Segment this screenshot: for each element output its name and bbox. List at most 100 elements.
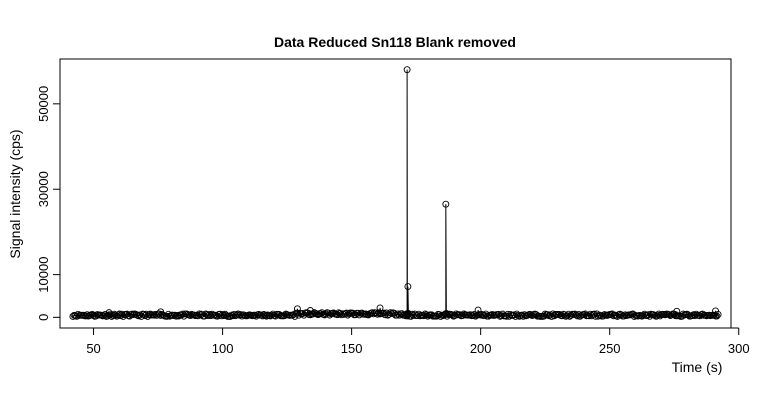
data-point <box>220 312 228 320</box>
data-point <box>230 310 238 318</box>
data-point <box>261 312 269 319</box>
data-point <box>345 310 353 318</box>
data-point <box>504 310 512 318</box>
data-point <box>171 311 179 319</box>
series-line <box>72 69 719 318</box>
x-tick-label: 250 <box>599 341 621 356</box>
y-tick-label: 0 <box>36 314 51 321</box>
data-point <box>651 312 659 319</box>
data-point <box>549 310 557 318</box>
x-tick-label: 150 <box>341 341 363 356</box>
data-point <box>336 310 344 317</box>
data-point <box>487 311 495 319</box>
data-point <box>146 310 154 318</box>
data-point <box>403 66 411 74</box>
data-point <box>313 310 321 318</box>
y-axis-label: Signal intensity (cps) <box>7 129 23 258</box>
data-point <box>115 310 123 318</box>
data-point <box>691 312 699 320</box>
data-point <box>521 311 528 319</box>
data-point <box>216 310 224 318</box>
data-point <box>690 311 698 319</box>
data-point <box>309 310 317 318</box>
data-series <box>69 66 722 320</box>
data-point <box>186 312 194 319</box>
data-point <box>172 312 180 320</box>
data-point <box>644 311 652 319</box>
data-point <box>620 312 628 320</box>
data-point <box>145 311 153 319</box>
y-axis: 0 10000 30000 50000 <box>36 86 61 321</box>
plot-frame <box>59 58 732 329</box>
data-point <box>713 312 721 320</box>
data-point <box>234 310 242 318</box>
data-point <box>375 309 383 317</box>
x-tick-label: 50 <box>86 341 100 356</box>
data-point <box>665 311 673 319</box>
data-point <box>610 312 618 320</box>
data-point <box>544 311 552 319</box>
data-point <box>714 311 722 318</box>
data-point <box>112 311 119 319</box>
data-point <box>109 312 117 319</box>
data-point <box>255 310 263 318</box>
data-point <box>527 311 535 319</box>
data-point <box>130 311 138 319</box>
data-point <box>259 312 267 320</box>
data-point <box>661 311 669 319</box>
data-point <box>654 311 661 319</box>
data-point <box>597 311 605 319</box>
data-point <box>688 312 696 319</box>
data-point <box>140 310 148 318</box>
x-tick-label: 100 <box>212 341 234 356</box>
data-point <box>410 311 418 319</box>
data-point <box>296 309 304 317</box>
data-point <box>368 309 376 317</box>
data-point <box>206 310 214 318</box>
x-tick-label: 200 <box>470 341 492 356</box>
x-axis-label: Time (s) <box>672 359 723 375</box>
y-tick-label: 50000 <box>36 86 51 122</box>
data-point <box>354 309 362 317</box>
data-point <box>204 312 212 320</box>
data-point <box>251 311 259 319</box>
data-point <box>135 312 143 320</box>
data-point <box>293 309 301 317</box>
data-point <box>442 200 450 208</box>
y-tick-label: 30000 <box>36 171 51 207</box>
data-point <box>668 311 676 319</box>
chart-title: Data Reduced Sn118 Blank removed <box>274 34 516 50</box>
data-point <box>451 311 459 319</box>
data-point <box>373 310 381 318</box>
data-point <box>679 310 687 318</box>
data-point <box>545 312 553 320</box>
data-point <box>150 311 158 319</box>
data-point <box>163 312 171 320</box>
data-point <box>268 311 276 319</box>
data-point <box>408 310 416 318</box>
data-point <box>423 311 430 319</box>
data-point <box>655 310 663 318</box>
data-point <box>237 311 245 318</box>
data-point <box>217 312 225 320</box>
data-point <box>413 312 421 320</box>
data-point <box>233 311 241 319</box>
data-point <box>157 311 165 319</box>
x-tick-label: 300 <box>728 341 750 356</box>
data-point <box>448 311 456 319</box>
data-point <box>459 312 467 319</box>
data-point <box>90 312 98 319</box>
data-point <box>299 310 307 318</box>
data-point <box>514 312 522 319</box>
data-point <box>372 309 380 317</box>
data-point <box>207 312 215 319</box>
data-point <box>572 311 580 319</box>
data-point <box>503 312 510 320</box>
data-point <box>380 309 388 317</box>
data-point <box>324 309 332 317</box>
data-point <box>404 283 412 291</box>
data-point <box>82 312 90 320</box>
y-tick-label: 10000 <box>36 257 51 293</box>
data-point <box>518 311 526 319</box>
